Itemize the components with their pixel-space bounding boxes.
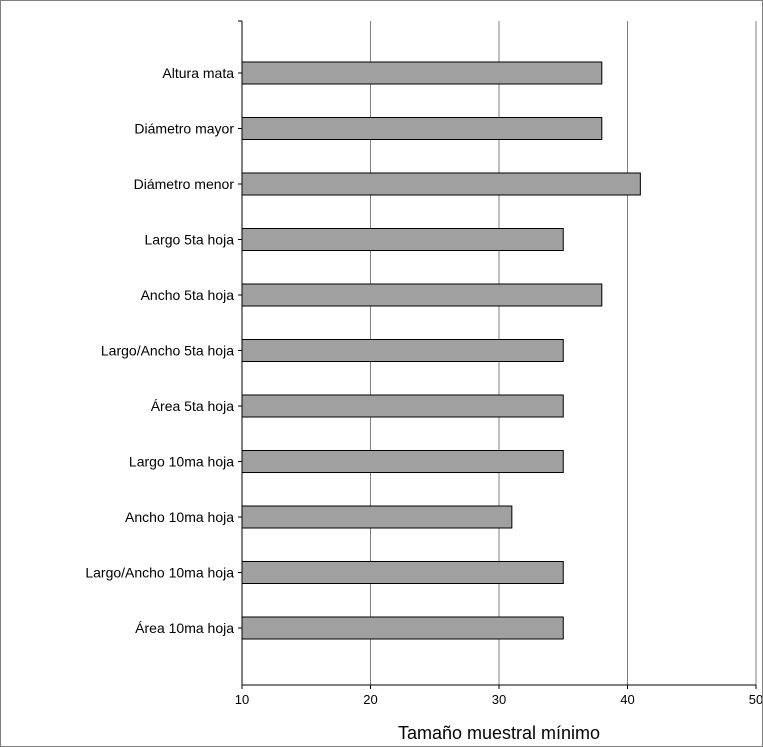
bar (241, 172, 641, 196)
category-label: Diámetro mayor (134, 121, 234, 137)
bar (241, 394, 564, 418)
x-tick-label: 50 (749, 692, 762, 707)
bar (241, 61, 603, 85)
bar (241, 561, 564, 584)
labels: 10 20 30 40 50 Altura mata Diámetro mayor Diáme… (85, 65, 762, 707)
bar (241, 228, 564, 251)
category-label: Largo/Ancho 5ta hoja (101, 343, 234, 359)
x-tick-label: 20 (363, 692, 377, 707)
bar (241, 505, 513, 529)
x-axis-title: Tamaño muestral mínimo (398, 723, 600, 743)
bars (241, 61, 641, 640)
x-tick-label: 30 (492, 692, 506, 707)
category-label: Altura mata (162, 65, 234, 81)
category-label: Ancho 10ma hoja (125, 509, 234, 525)
bar (241, 117, 603, 140)
bar (241, 283, 603, 307)
category-label: Área 5ta hoja (151, 398, 234, 414)
bar (241, 339, 564, 362)
category-label: Largo/Ancho 10ma hoja (85, 565, 234, 581)
category-label: Largo 10ma hoja (129, 454, 234, 470)
category-label: Largo 5ta hoja (144, 232, 234, 248)
category-label: Ancho 5ta hoja (141, 287, 235, 303)
x-tick-label: 10 (235, 692, 249, 707)
category-label: Diámetro menor (134, 176, 235, 192)
bar (241, 450, 564, 473)
axes (238, 20, 757, 689)
x-tick-label: 40 (620, 692, 634, 707)
category-label: Área 10ma hoja (135, 620, 234, 636)
bar (241, 616, 564, 640)
